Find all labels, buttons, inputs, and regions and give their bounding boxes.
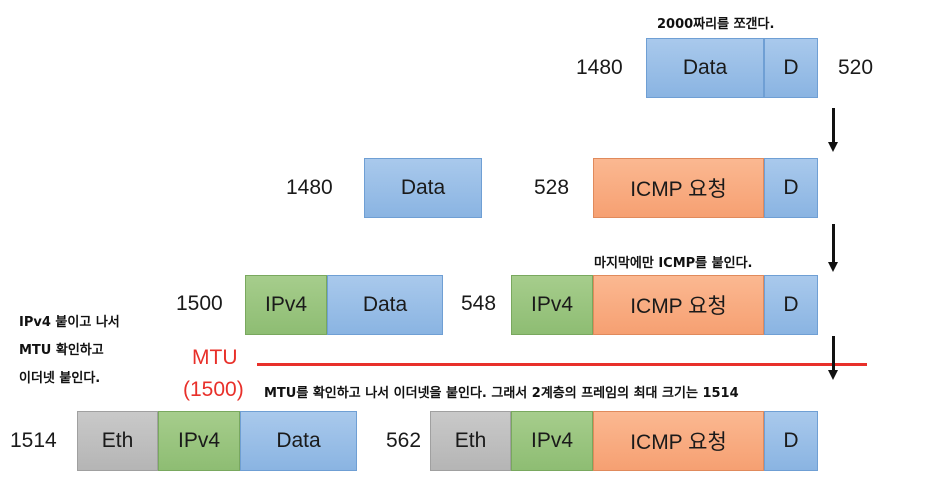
row3-icmp-block: ICMP 요청 xyxy=(593,275,764,335)
row3-data-block: Data xyxy=(327,275,443,335)
split-note: 2000짜리를 쪼갠다. xyxy=(657,17,775,32)
down-arrow-icon xyxy=(828,224,840,272)
row4-ipv4-block: IPv4 xyxy=(158,411,240,471)
side-note-line3: 이더넷 붙인다. xyxy=(19,371,101,386)
icmp-note: 마지막에만 ICMP를 붙인다. xyxy=(594,256,753,271)
row1-d-block: D xyxy=(764,38,818,98)
row3-d-block: D xyxy=(764,275,818,335)
row1-data-block: Data xyxy=(646,38,764,98)
mtu-label: MTU xyxy=(192,346,238,369)
row4-left-size: 1514 xyxy=(10,429,57,452)
row2-d-block: D xyxy=(764,158,818,218)
row4-eth-block-b: Eth xyxy=(430,411,511,471)
row4-ipv4-block-b: IPv4 xyxy=(511,411,593,471)
row4-eth-block: Eth xyxy=(77,411,158,471)
row2-icmp-size: 528 xyxy=(534,176,570,199)
row1-data-size: 1480 xyxy=(576,56,623,79)
row3-ipv4-block-b: IPv4 xyxy=(511,275,593,335)
row4-right-size: 562 xyxy=(386,429,422,452)
row4-data-block: Data xyxy=(240,411,357,471)
side-note-line1: IPv4 붙이고 나서 xyxy=(19,315,120,330)
row4-icmp-block: ICMP 요청 xyxy=(593,411,764,471)
mtu-note: MTU를 확인하고 나서 이더넷을 붙인다. 그래서 2계층의 프레임의 최대 … xyxy=(264,386,739,401)
row4-d-block: D xyxy=(764,411,818,471)
down-arrow-icon xyxy=(828,108,840,152)
row2-data-block: Data xyxy=(364,158,482,218)
row3-ipv4-block: IPv4 xyxy=(245,275,327,335)
row3-left-size: 1500 xyxy=(176,292,223,315)
side-note-line2: MTU 확인하고 xyxy=(19,343,104,358)
down-arrow-icon xyxy=(828,336,840,380)
row2-icmp-block: ICMP 요청 xyxy=(593,158,764,218)
row3-right-size: 548 xyxy=(461,292,497,315)
row2-data-size: 1480 xyxy=(286,176,333,199)
row1-remainder-size: 520 xyxy=(838,56,874,79)
mtu-value: (1500) xyxy=(183,378,244,401)
mtu-line xyxy=(257,363,867,366)
